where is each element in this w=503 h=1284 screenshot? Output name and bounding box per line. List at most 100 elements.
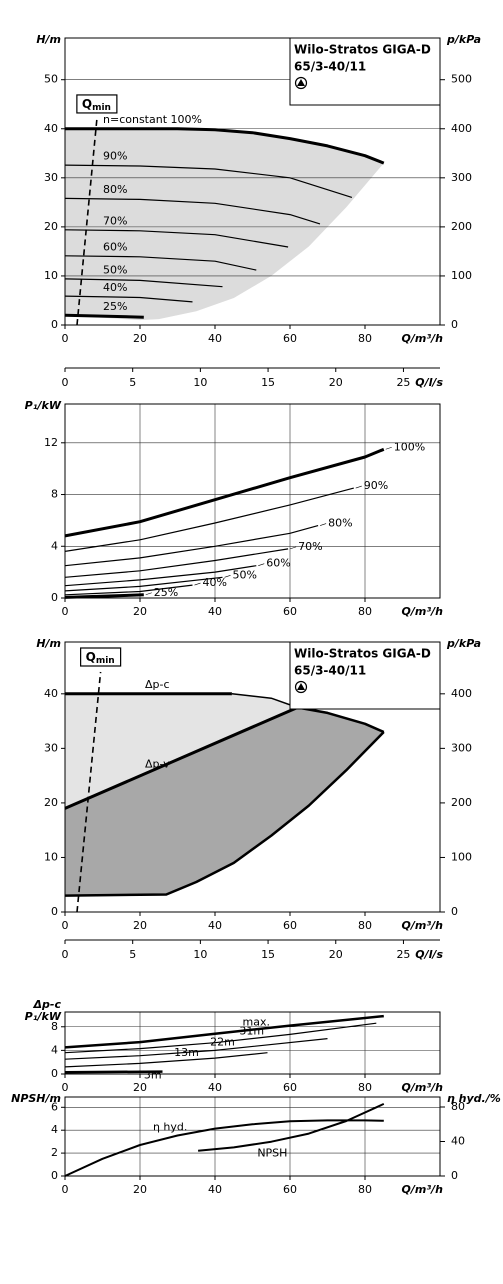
plot-frame — [64, 1011, 441, 1075]
curve-label: 50% — [103, 264, 127, 277]
curve — [64, 1014, 384, 1049]
x-axis-label: Q/m³/h — [402, 1081, 444, 1094]
curve — [64, 731, 385, 897]
chart-panel: 0 4 8 12 0 20 40 60 80 P₁/kW Q/m³/h 100% 90% 80% 70% 60… — [25, 399, 444, 618]
label-leader — [194, 582, 201, 586]
curve — [64, 164, 353, 198]
curve-label: 90% — [103, 150, 127, 163]
curve-label: max. — [243, 1015, 270, 1028]
x-tick-label: 80 — [358, 1183, 372, 1196]
y-tick-label: 30 — [44, 171, 58, 184]
x-tick-label: 40 — [208, 919, 222, 932]
y2-tick-label: 400 — [451, 122, 472, 135]
curve-label: 70% — [298, 540, 322, 553]
x-tick-label: 0 — [62, 332, 69, 345]
y-tick-label: 12 — [44, 436, 58, 449]
y-tick-label: 30 — [44, 741, 58, 754]
curve — [297, 706, 385, 734]
y2-tick-label: 80 — [451, 1100, 465, 1113]
curve — [65, 127, 385, 165]
curve — [64, 1038, 328, 1060]
plot-frame — [64, 1096, 441, 1177]
y-tick-label: 2 — [51, 1146, 58, 1159]
x-tick-label: 25 — [396, 376, 410, 389]
x-tick-label: 60 — [283, 919, 297, 932]
curve — [64, 584, 193, 596]
x-tick-label: 80 — [358, 1081, 372, 1094]
y2-tick-label: 100 — [451, 850, 472, 863]
qmin-label: Qmin — [82, 96, 111, 112]
qmin-line — [76, 118, 98, 326]
curve-label: 50% — [233, 568, 257, 581]
x-tick-label: 20 — [133, 1183, 147, 1196]
x-tick-label: 40 — [208, 1183, 222, 1196]
type-subtitle: 65/3-40/11 — [294, 60, 366, 74]
qmin-box — [76, 94, 118, 114]
y-tick-label: 6 — [51, 1100, 58, 1113]
curve — [64, 1070, 163, 1074]
y-tick-label: 10 — [44, 850, 58, 863]
x-tick-label: 0 — [62, 948, 69, 961]
x-tick-label: 10 — [193, 948, 207, 961]
x-tick-label: 60 — [283, 1081, 297, 1094]
curve-label: 60% — [266, 557, 290, 570]
y-axis-label: P₁/kW — [25, 1010, 62, 1023]
plot-frame — [64, 403, 441, 599]
label-leader — [258, 563, 265, 566]
operating-area — [65, 128, 384, 321]
curve-label: 22m — [210, 1036, 235, 1049]
curve — [64, 548, 289, 578]
y2-axis-label: η hyd./% — [447, 1092, 501, 1105]
x-tick-label: 25 — [396, 948, 410, 961]
curve-label: 31m — [239, 1025, 264, 1038]
y-tick-label: 40 — [44, 122, 58, 135]
y-tick-label: 10 — [44, 269, 58, 282]
x-tick-label: 0 — [62, 605, 69, 618]
y-axis-label: H/m — [36, 33, 61, 46]
type-box — [289, 641, 441, 710]
y-tick-label: 50 — [44, 73, 58, 86]
y-axis-label: H/m — [36, 637, 61, 650]
curve-label: η hyd. — [153, 1120, 187, 1133]
curve — [64, 525, 319, 567]
qmin-box — [80, 647, 122, 667]
curve-label: 100% — [394, 440, 425, 453]
label-leader — [224, 575, 231, 578]
x-tick-label: 20 — [133, 1081, 147, 1094]
x-tick-label: 80 — [358, 919, 372, 932]
curve — [64, 565, 257, 587]
curve-label: 25% — [154, 586, 178, 599]
y2-axis-label: p/kPa — [446, 33, 481, 46]
label-leader — [290, 546, 297, 550]
wilo-logo-mark — [297, 79, 305, 86]
y2-axis-label: p/kPa — [446, 637, 481, 650]
curve-label: NPSH — [257, 1146, 287, 1159]
curve — [64, 487, 354, 552]
type-box — [289, 37, 441, 106]
x-tick-label: 10 — [193, 376, 207, 389]
curve — [64, 576, 223, 592]
x-tick-label: 60 — [283, 605, 297, 618]
y2-tick-label: 500 — [451, 73, 472, 86]
curve-label: 90% — [364, 479, 388, 492]
y-tick-label: 0 — [51, 1067, 58, 1080]
curve-label: 25% — [103, 300, 127, 313]
plot-frame — [64, 37, 441, 326]
x-tick-label: 80 — [358, 605, 372, 618]
y-tick-label: 0 — [51, 1169, 58, 1182]
qmin-main: Q — [86, 650, 96, 664]
x-tick-label: 0 — [62, 1183, 69, 1196]
y-axis-label: P₁/kW — [25, 399, 62, 412]
y-tick-label: 0 — [51, 905, 58, 918]
curve-label: Δp-v — [145, 758, 170, 771]
x-tick-label: 20 — [133, 605, 147, 618]
curve — [198, 1102, 385, 1152]
x-tick-label: 15 — [261, 376, 275, 389]
y-tick-label: 0 — [51, 591, 58, 604]
y2-tick-label: 100 — [451, 269, 472, 282]
x-tick-label: 5 — [129, 948, 136, 961]
qmin-sub: min — [96, 656, 115, 666]
